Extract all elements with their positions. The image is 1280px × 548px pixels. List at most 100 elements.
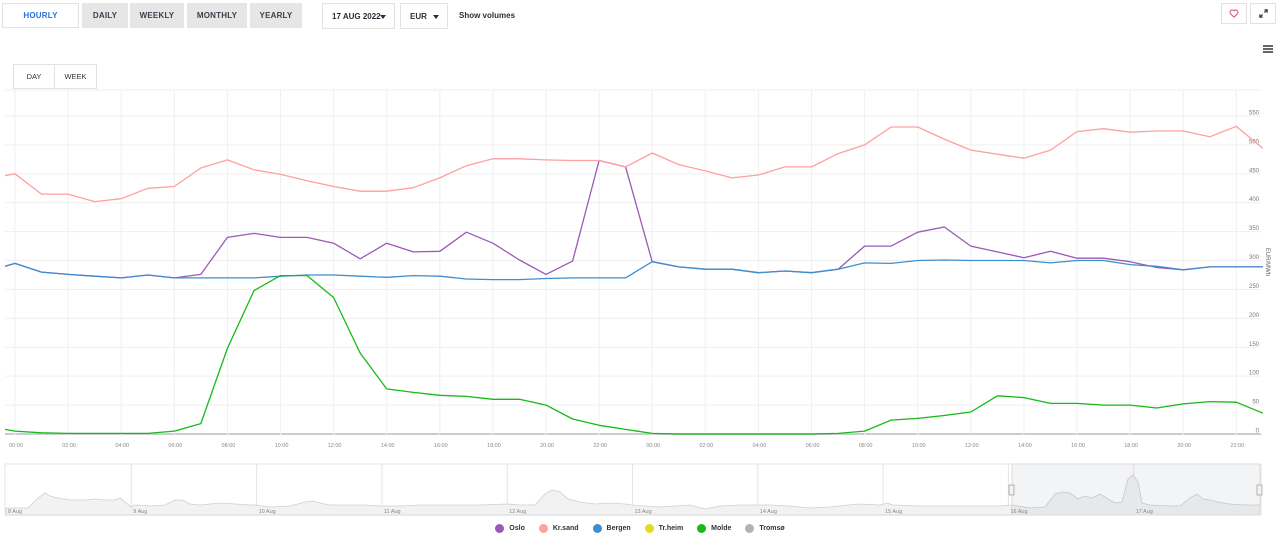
favorite-button[interactable] (1221, 3, 1247, 24)
navigator[interactable]: 8 Aug 9 Aug 10 Aug 11 Aug 12 Aug 13 Aug 14 Aug… (4, 463, 1263, 516)
oslo-dot-icon (495, 523, 505, 533)
range-day-button[interactable]: DAY (13, 64, 55, 89)
chevron-down-icon (433, 15, 439, 19)
svg-text:04:00: 04:00 (115, 443, 129, 449)
period-daily-button[interactable]: DAILY (82, 3, 128, 28)
svg-text:450: 450 (1249, 168, 1260, 174)
trheim-dot-icon (644, 523, 654, 533)
svg-text:16 Aug: 16 Aug (1010, 509, 1027, 515)
svg-text:02:00: 02:00 (62, 443, 76, 449)
svg-text:12:00: 12:00 (965, 443, 979, 449)
svg-text:10:00: 10:00 (275, 443, 289, 449)
date-select-value: 17 AUG 2022 (332, 11, 381, 21)
svg-text:00:00: 00:00 (646, 443, 660, 449)
series-bergen (4, 259, 1263, 281)
svg-text:22:00: 22:00 (593, 443, 607, 449)
molde-dot-icon (697, 523, 707, 533)
svg-text:18:00: 18:00 (1124, 443, 1138, 449)
show-volumes-toggle[interactable]: Show volumes (459, 11, 516, 20)
svg-text:17 Aug: 17 Aug (1136, 509, 1153, 515)
svg-text:8 Aug: 8 Aug (8, 509, 22, 515)
svg-text:500: 500 (1249, 139, 1260, 145)
svg-text:20:00: 20:00 (1177, 443, 1191, 449)
svg-text:15 Aug: 15 Aug (885, 509, 902, 515)
navigator-right-handle[interactable] (1256, 484, 1263, 496)
legend-label: Kr.sand (552, 524, 579, 532)
navigator-series (5, 474, 1261, 516)
legend-item-krsand[interactable]: Kr.sand (538, 521, 579, 535)
svg-text:13 Aug: 13 Aug (635, 509, 652, 515)
svg-text:16:00: 16:00 (434, 443, 448, 449)
svg-text:350: 350 (1249, 226, 1260, 232)
series-molde (4, 274, 1264, 435)
svg-text:16:00: 16:00 (1071, 443, 1085, 449)
svg-text:04:00: 04:00 (753, 443, 767, 449)
chart-grid (5, 89, 1261, 436)
svg-text:18:00: 18:00 (487, 443, 501, 449)
svg-text:250: 250 (1249, 284, 1260, 290)
svg-text:50: 50 (1252, 400, 1259, 406)
date-select[interactable]: 17 AUG 2022 (322, 3, 395, 29)
hamburger-menu-icon[interactable] (1263, 45, 1273, 53)
svg-text:550: 550 (1249, 111, 1260, 117)
svg-text:02:00: 02:00 (699, 443, 713, 449)
svg-text:12:00: 12:00 (328, 443, 342, 449)
legend-item-molde[interactable]: Molde (697, 521, 731, 535)
legend-label: Tr.heim (658, 524, 684, 532)
svg-text:400: 400 (1249, 197, 1260, 203)
y-axis: 0 50 100 150 200 250 300 350 400 450 500 550 (1249, 111, 1260, 435)
y-axis-label: EUR/MWh (1264, 248, 1270, 276)
tromso-dot-icon (745, 523, 755, 533)
series-krsand (4, 125, 1264, 203)
svg-text:08:00: 08:00 (222, 443, 236, 449)
svg-text:300: 300 (1249, 255, 1260, 261)
period-weekly-button[interactable]: WEEKLY (130, 3, 184, 28)
x-axis: 00:00 02:00 04:00 06:00 08:00 10:00 12:00 14:00… (9, 443, 1244, 449)
legend-item-tromso[interactable]: Tromsø (745, 521, 785, 535)
period-yearly-button[interactable]: YEARLY (250, 3, 302, 28)
legend-label: Bergen (606, 524, 631, 532)
range-week-button[interactable]: WEEK (54, 64, 97, 89)
toolbar: HOURLY DAILY WEEKLY MONTHLY YEARLY 17 AU… (0, 0, 1280, 32)
fullscreen-button[interactable] (1250, 3, 1276, 24)
krsand-dot-icon (538, 523, 548, 533)
chart-series (4, 125, 1264, 435)
svg-text:12 Aug: 12 Aug (509, 509, 526, 515)
svg-text:11 Aug: 11 Aug (384, 509, 401, 515)
navigator-left-handle[interactable] (1008, 484, 1015, 496)
svg-text:06:00: 06:00 (806, 443, 820, 449)
svg-text:0: 0 (1256, 429, 1260, 435)
legend-item-oslo[interactable]: Oslo (495, 521, 525, 535)
navigator-labels: 8 Aug 9 Aug 10 Aug 11 Aug 12 Aug 13 Aug 14 Aug… (8, 509, 1153, 515)
period-hourly-button[interactable]: HOURLY (2, 3, 79, 28)
svg-text:20:00: 20:00 (540, 443, 554, 449)
svg-text:22:00: 22:00 (1230, 443, 1244, 449)
heart-icon (1229, 9, 1239, 18)
legend-label: Molde (711, 524, 732, 532)
svg-text:10:00: 10:00 (912, 443, 926, 449)
legend-label: Tromsø (759, 524, 785, 532)
currency-select[interactable]: EUR (400, 3, 448, 29)
expand-icon (1258, 9, 1268, 18)
legend-item-bergen[interactable]: Bergen (592, 521, 631, 535)
svg-text:9 Aug: 9 Aug (133, 509, 147, 515)
svg-text:08:00: 08:00 (859, 443, 873, 449)
svg-text:14:00: 14:00 (1018, 443, 1032, 449)
legend-label: Oslo (509, 524, 525, 532)
svg-text:14 Aug: 14 Aug (760, 509, 777, 515)
svg-text:200: 200 (1249, 313, 1260, 319)
svg-text:06:00: 06:00 (168, 443, 182, 449)
svg-text:150: 150 (1249, 342, 1260, 348)
svg-text:14:00: 14:00 (381, 443, 395, 449)
chart-legend: Oslo Kr.sand Bergen Tr.heim Molde Tromsø (0, 521, 1280, 535)
bergen-dot-icon (592, 523, 602, 533)
currency-select-value: EUR (410, 11, 427, 21)
svg-text:10 Aug: 10 Aug (259, 509, 276, 515)
svg-text:100: 100 (1249, 371, 1260, 377)
navigator-selected-range[interactable] (1011, 463, 1261, 516)
legend-item-trheim[interactable]: Tr.heim (644, 521, 684, 535)
chevron-down-icon (380, 15, 386, 19)
svg-text:00:00: 00:00 (9, 443, 23, 449)
period-monthly-button[interactable]: MONTHLY (187, 3, 247, 28)
